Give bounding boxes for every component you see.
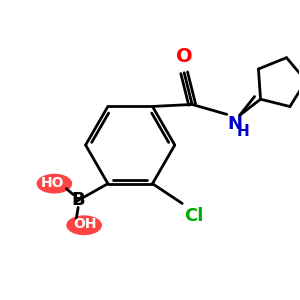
Text: OH: OH	[74, 217, 97, 231]
Text: O: O	[176, 47, 193, 66]
Ellipse shape	[37, 174, 72, 194]
Text: H: H	[237, 124, 249, 139]
Text: B: B	[71, 191, 85, 209]
Text: N: N	[228, 116, 243, 134]
Text: HO: HO	[41, 176, 64, 190]
Ellipse shape	[66, 215, 102, 235]
Text: Cl: Cl	[184, 207, 204, 225]
